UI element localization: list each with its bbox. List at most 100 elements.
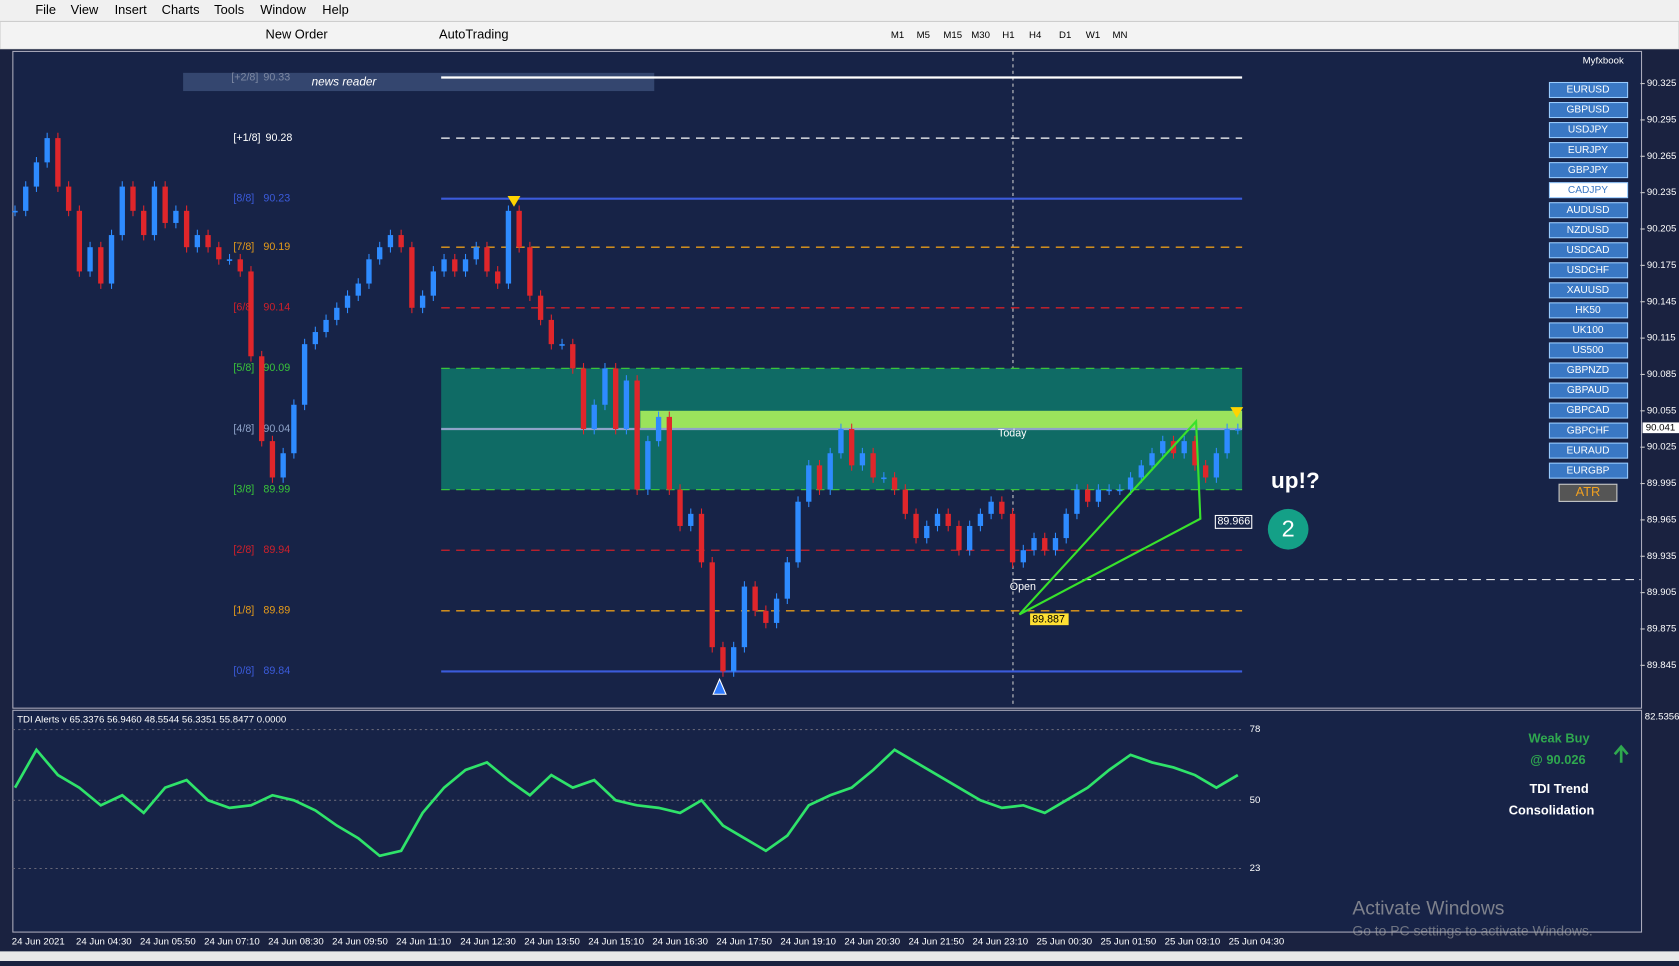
candle-body — [1224, 429, 1230, 454]
tdi-level-label: 50 — [1250, 795, 1261, 806]
symbol-label[interactable]: US500 — [1572, 345, 1603, 356]
symbol-button[interactable] — [1548, 162, 1629, 179]
menu-item[interactable]: Insert — [115, 2, 148, 17]
candle-body — [194, 235, 201, 248]
timeframe-button[interactable]: H1 — [1002, 30, 1014, 41]
symbol-button[interactable] — [1548, 462, 1629, 479]
symbol-label[interactable]: HK50 — [1575, 305, 1601, 316]
symbol-label[interactable]: EURGBP — [1567, 465, 1610, 476]
candle-body — [527, 247, 533, 296]
symbol-button[interactable] — [1548, 342, 1629, 359]
time-label: 25 Jun 01:50 — [1101, 936, 1157, 947]
symbol-button[interactable] — [1548, 322, 1629, 339]
timeframe-button[interactable]: M15 — [943, 30, 962, 41]
candle-body — [495, 271, 501, 284]
symbol-label[interactable]: USDJPY — [1568, 125, 1608, 136]
mid-box — [1214, 514, 1253, 529]
price-tick-label: 90.325 — [1647, 78, 1676, 89]
price-tick-label: 90.145 — [1647, 296, 1676, 307]
atr-button[interactable] — [1558, 483, 1618, 502]
symbol-button[interactable] — [1548, 402, 1629, 419]
symbol-label[interactable]: GBPAUD — [1567, 385, 1609, 396]
candle-body — [173, 210, 179, 223]
menu-item[interactable]: Tools — [214, 2, 244, 17]
murrey-value: 89.99 — [263, 483, 290, 495]
symbol-label[interactable]: USDCAD — [1567, 245, 1610, 256]
candle-body — [216, 247, 222, 260]
symbol-label[interactable]: GBPNZD — [1567, 365, 1609, 376]
candle-body — [130, 186, 136, 211]
candle-body — [1084, 489, 1091, 502]
timeframe-button[interactable]: M30 — [971, 30, 990, 41]
symbol-button[interactable] — [1548, 101, 1629, 119]
toolbar — [0, 20, 1679, 50]
menu-item[interactable]: Charts — [162, 2, 200, 17]
candle-body — [570, 344, 576, 369]
murrey-label: [1/8] — [233, 605, 254, 617]
timeframe-button[interactable]: W1 — [1086, 30, 1100, 41]
menu-item[interactable]: Window — [260, 2, 306, 17]
murrey-label: [8/8] — [233, 193, 254, 205]
menu-item[interactable]: Help — [322, 2, 348, 17]
murrey-value: 90.19 — [263, 241, 290, 253]
candle-body — [891, 477, 898, 490]
candle-body — [1235, 429, 1241, 431]
symbol-button[interactable] — [1548, 382, 1629, 399]
time-label: 24 Jun 05:50 — [140, 936, 196, 947]
timeframe-button[interactable]: H4 — [1029, 30, 1042, 41]
symbol-label[interactable]: USDCHF — [1567, 265, 1609, 276]
symbol-label[interactable]: NZDUSD — [1567, 225, 1609, 236]
candle-body — [881, 477, 887, 480]
arrow — [507, 196, 521, 207]
candle-body — [580, 368, 587, 430]
question-text: up!? — [1271, 468, 1320, 493]
candle-body — [1202, 465, 1209, 478]
symbol-button[interactable] — [1548, 81, 1629, 99]
symbol-label[interactable]: AUDUSD — [1567, 205, 1610, 216]
symbol-button[interactable] — [1548, 262, 1629, 279]
timeframe-button[interactable]: M1 — [891, 30, 904, 41]
symbol-label[interactable]: EURAUD — [1567, 445, 1610, 456]
symbol-label[interactable]: EURJPY — [1568, 145, 1608, 156]
timeframe-button[interactable]: M5 — [917, 30, 930, 41]
timeframe-button[interactable]: MN — [1113, 30, 1128, 41]
candle-body — [1020, 550, 1026, 563]
time-label: 24 Jun 23:10 — [972, 936, 1028, 947]
symbol-label[interactable]: GBPCHF — [1567, 425, 1609, 436]
symbol-button[interactable] — [1548, 302, 1629, 319]
symbol-button[interactable] — [1548, 362, 1629, 379]
symbol-button[interactable] — [1548, 182, 1629, 199]
symbol-label[interactable]: CADJPY — [1568, 185, 1608, 196]
symbol-button[interactable] — [1548, 442, 1629, 459]
symbol-label[interactable]: EURUSD — [1567, 85, 1610, 96]
timeframe-button[interactable]: D1 — [1059, 30, 1071, 41]
menu-item[interactable]: File — [35, 2, 56, 17]
symbol-button[interactable] — [1548, 202, 1629, 219]
candle-body — [806, 465, 812, 502]
murrey-value: 90.04 — [263, 423, 290, 435]
symbol-label[interactable]: XAUUSD — [1567, 285, 1609, 296]
candle-body — [677, 489, 683, 526]
symbol-button[interactable] — [1548, 142, 1629, 159]
symbol-button[interactable] — [1548, 282, 1629, 299]
symbol-label[interactable]: UK100 — [1572, 325, 1603, 336]
new-order-button[interactable]: New Order — [266, 27, 329, 42]
candle-body — [655, 416, 662, 442]
symbol-button[interactable] — [1548, 122, 1629, 139]
symbol-label[interactable]: GBPCAD — [1567, 405, 1610, 416]
symbol-button[interactable] — [1548, 242, 1629, 259]
watermark-subtitle: Go to PC settings to activate Windows. — [1352, 923, 1592, 939]
atr-label[interactable]: ATR — [1576, 484, 1601, 499]
symbol-label[interactable]: GBPJPY — [1568, 165, 1608, 176]
candle-body — [795, 501, 801, 563]
symbol-button[interactable] — [1548, 422, 1629, 439]
triangle — [1018, 418, 1202, 616]
candle-body — [1127, 477, 1134, 490]
candle-body — [688, 513, 694, 526]
menu-item[interactable]: View — [71, 2, 99, 17]
autotrading-button[interactable]: AutoTrading — [439, 27, 508, 42]
symbol-label[interactable]: GBPUSD — [1567, 105, 1610, 116]
candle-body — [151, 186, 158, 236]
symbol-button[interactable] — [1548, 222, 1629, 239]
